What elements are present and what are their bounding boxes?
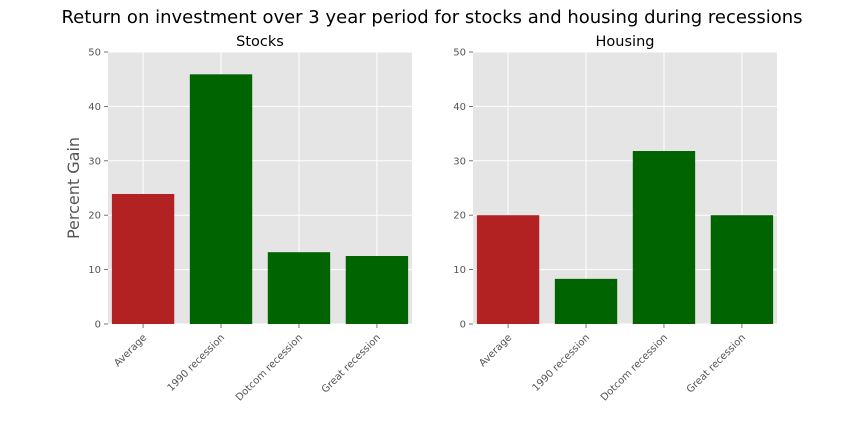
y-tick-label: 10 [453,265,466,276]
x-tick-label: Average [112,332,149,369]
bar-great-recession [710,215,774,324]
x-tick-label: Great recession [685,332,748,395]
y-tick-label: 20 [88,211,101,222]
y-axis-label: Percent Gain [64,137,83,239]
x-tick-label: Great recession [320,332,383,395]
x-tick-label: Dotcom recession [234,332,305,403]
x-tick-label: 1990 recession [531,332,593,394]
x-tick-label: Average [477,332,514,369]
x-tick-label: Dotcom recession [599,332,670,403]
stocks-chart-title: Stocks [236,34,284,50]
bar-average [476,215,540,324]
housing-chart: 0 10 20 30 40 50 Average 1990 recession Dotcom r… [453,34,777,403]
y-tick-label: 40 [88,102,101,113]
y-tick-label: 10 [88,265,101,276]
y-tick-label: 50 [88,48,101,59]
bar-dotcom-recession [267,252,331,324]
y-tick-label: 20 [453,211,466,222]
y-tick-label: 30 [453,156,466,167]
x-tick-label: 1990 recession [166,332,228,394]
y-tick-label: 50 [453,48,466,59]
bar-great-recession [345,256,409,324]
housing-chart-title: Housing [596,34,655,50]
bar-1990-recession [554,278,618,324]
figure-title: Return on investment over 3 year period … [61,7,802,28]
bar-dotcom-recession [632,151,696,324]
y-tick-label: 30 [88,156,101,167]
y-tick-label: 40 [453,102,466,113]
stocks-chart: 0 10 20 30 40 50 Average 1990 recession Dotcom r… [64,34,412,403]
y-tick-label: 0 [460,320,466,331]
y-tick-label: 0 [95,320,101,331]
bar-1990-recession [189,74,253,324]
bar-average [111,193,175,324]
